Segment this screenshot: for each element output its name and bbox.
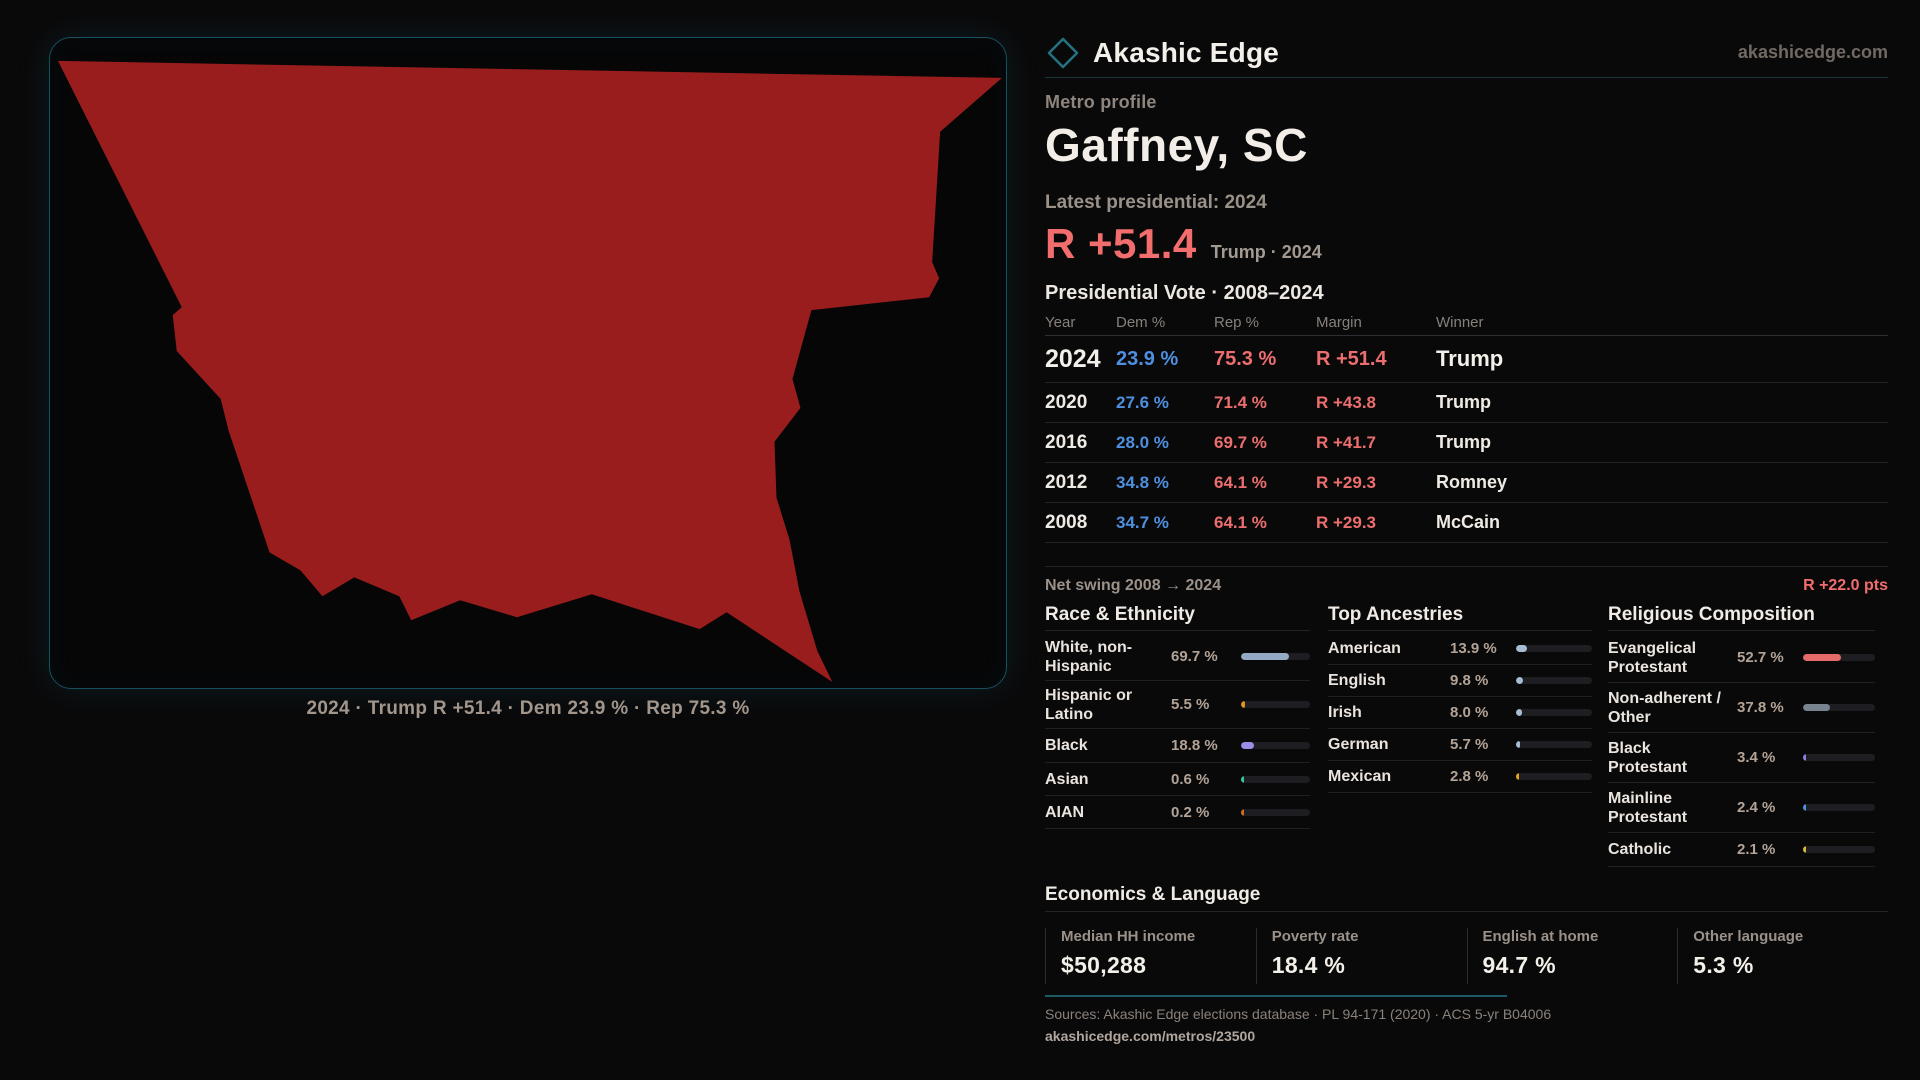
stat-median-income: Median HH income $50,288 <box>1045 928 1256 984</box>
religion-title: Religious Composition <box>1608 604 1815 625</box>
list-item: American 13.9 % <box>1328 633 1592 665</box>
vote-row-2008: 2008 34.7 % 64.1 % R +29.3 McCain <box>1045 503 1888 543</box>
bar-fill <box>1803 846 1806 853</box>
list-item: Black Protestant 3.4 % <box>1608 733 1875 783</box>
bar-fill <box>1803 754 1806 761</box>
race-ethnicity-section: Race & Ethnicity White, non-Hispanic 69.… <box>1045 604 1310 867</box>
bar-track <box>1803 654 1875 661</box>
bar-fill <box>1241 742 1254 749</box>
net-swing-value: R +22.0 pts <box>1803 577 1888 594</box>
list-item: English 9.8 % <box>1328 665 1592 697</box>
bar-fill <box>1241 701 1245 708</box>
list-item: Non-adherent / Other 37.8 % <box>1608 683 1875 733</box>
metro-map <box>57 60 1003 683</box>
bar-track <box>1241 775 1310 783</box>
list-item: Asian 0.6 % <box>1045 763 1310 796</box>
bar-fill <box>1803 654 1841 661</box>
profile-panel: Akashic Edge akashicedge.com Metro profi… <box>1045 0 1888 1080</box>
race-title: Race & Ethnicity <box>1045 604 1195 625</box>
bar-fill <box>1241 653 1290 660</box>
headline-margin-value: R +51.4 <box>1045 220 1197 267</box>
bar-track <box>1803 846 1875 853</box>
bar-track <box>1241 701 1310 708</box>
bar-fill <box>1516 645 1527 652</box>
list-item: Mexican 2.8 % <box>1328 761 1592 793</box>
economics-title: Economics & Language <box>1045 884 1261 905</box>
list-item: Irish 8.0 % <box>1328 697 1592 729</box>
vote-table-header: Year Dem % Rep % Margin Winner <box>1045 310 1888 336</box>
col-year: Year <box>1045 314 1076 331</box>
economics-stats: Median HH income $50,288 Poverty rate 18… <box>1045 928 1888 984</box>
bar-fill <box>1803 804 1806 811</box>
net-swing-label: Net swing 2008 → 2024 <box>1045 577 1222 594</box>
metro-shape <box>57 60 1003 683</box>
bar-fill <box>1516 741 1521 748</box>
brand-name: Akashic Edge <box>1093 36 1280 68</box>
list-item: Mainline Protestant 2.4 % <box>1608 783 1875 833</box>
page-title: Gaffney, SC <box>1045 119 1308 171</box>
bar-fill <box>1516 709 1523 716</box>
vote-row-2016: 2016 28.0 % 69.7 % R +41.7 Trump <box>1045 423 1888 463</box>
vote-row-2024: 2024 23.9 % 75.3 % R +51.4 Trump <box>1045 336 1888 383</box>
stat-poverty-rate: Poverty rate 18.4 % <box>1255 928 1467 984</box>
list-item: AIAN 0.2 % <box>1045 796 1310 829</box>
bar-fill <box>1241 808 1244 816</box>
bar-fill <box>1803 704 1831 711</box>
bar-track <box>1241 653 1310 660</box>
stat-english-at-home: English at home 94.7 % <box>1466 928 1678 984</box>
bar-track <box>1803 754 1875 761</box>
list-item: Evangelical Protestant 52.7 % <box>1608 633 1875 683</box>
vote-row-2020: 2020 27.6 % 71.4 % R +43.8 Trump <box>1045 383 1888 423</box>
bar-track <box>1516 677 1592 684</box>
bar-track <box>1516 645 1592 652</box>
diamond-outline-icon <box>1047 37 1079 68</box>
list-item: White, non-Hispanic 69.7 % <box>1045 633 1310 681</box>
col-rep: Rep % <box>1214 314 1260 331</box>
vote-table: Year Dem % Rep % Margin Winner 2024 23.9… <box>1045 310 1888 543</box>
religious-composition-section: Religious Composition Evangelical Protes… <box>1608 604 1875 867</box>
bar-fill <box>1516 773 1519 780</box>
bar-track <box>1241 808 1310 816</box>
headline-margin: R +51.4 Trump · 2024 <box>1045 220 1322 268</box>
brand-header: Akashic Edge akashicedge.com <box>1045 28 1888 78</box>
ancestries-title: Top Ancestries <box>1328 604 1464 625</box>
col-dem: Dem % <box>1116 314 1166 331</box>
bar-fill <box>1241 775 1244 783</box>
top-ancestries-section: Top Ancestries American 13.9 % English 9… <box>1328 604 1592 867</box>
metro-map-panel <box>49 37 1007 689</box>
col-winner: Winner <box>1436 314 1484 331</box>
list-item: German 5.7 % <box>1328 729 1592 761</box>
latest-presidential-label: Latest presidential: 2024 <box>1045 192 1267 213</box>
permalink-url[interactable]: akashicedge.com/metros/23500 <box>1045 1028 1256 1044</box>
bar-track <box>1516 709 1592 716</box>
divider <box>1045 911 1888 912</box>
sources-note: Sources: Akashic Edge elections database… <box>1045 1006 1552 1022</box>
net-swing: Net swing 2008 → 2024 R +22.0 pts <box>1045 566 1888 595</box>
footer-accent-divider <box>1045 995 1507 997</box>
headline-margin-context: Trump · 2024 <box>1210 242 1322 262</box>
list-item: Black 18.8 % <box>1045 729 1310 763</box>
bar-track <box>1803 704 1875 711</box>
demographics: Race & Ethnicity White, non-Hispanic 69.… <box>1045 604 1888 867</box>
bar-track <box>1516 773 1592 780</box>
bar-track <box>1516 741 1592 748</box>
vote-table-title: Presidential Vote · 2008–2024 <box>1045 282 1324 304</box>
bar-track <box>1241 742 1310 749</box>
bar-track <box>1803 804 1875 811</box>
vote-row-2012: 2012 34.8 % 64.1 % R +29.3 Romney <box>1045 463 1888 503</box>
metro-profile-kicker: Metro profile <box>1045 92 1157 112</box>
site-url[interactable]: akashicedge.com <box>1737 42 1888 62</box>
list-item: Hispanic or Latino 5.5 % <box>1045 681 1310 729</box>
col-margin: Margin <box>1316 314 1362 331</box>
bar-fill <box>1516 677 1524 684</box>
map-caption: 2024 · Trump R +51.4 · Dem 23.9 % · Rep … <box>306 698 750 719</box>
stat-other-language: Other language 5.3 % <box>1677 928 1888 984</box>
list-item: Catholic 2.1 % <box>1608 833 1875 867</box>
